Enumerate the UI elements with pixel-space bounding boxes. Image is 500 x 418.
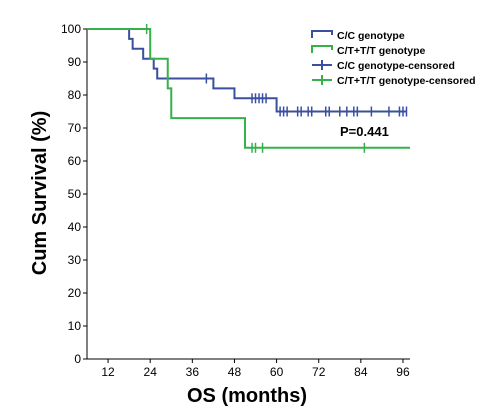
y-tick-label: 60 (68, 154, 82, 168)
survival-curve-ct (87, 28, 410, 149)
x-tick-label: 96 (396, 365, 410, 379)
y-tick-label: 10 (68, 319, 82, 333)
legend-label: C/T+T/T genotype-censored (337, 75, 476, 87)
legend-step-marker (311, 45, 333, 53)
p-value-annotation: P=0.441 (340, 124, 389, 139)
series-layer (87, 24, 410, 153)
x-tick-label: 84 (354, 365, 368, 379)
survival-curve-cc (87, 28, 407, 113)
x-tick-label: 60 (270, 365, 284, 379)
y-tick-label: 100 (61, 22, 81, 36)
y-tick-label: 90 (68, 55, 82, 69)
y-tick-label: 30 (68, 253, 82, 267)
legend-label: C/T+T/T genotype (337, 45, 426, 57)
legend-step-marker (311, 30, 333, 38)
x-tick-label: 36 (186, 365, 200, 379)
x-tick-label: 24 (144, 365, 158, 379)
y-tick-label: 0 (74, 352, 81, 366)
x-tick-label: 12 (101, 365, 115, 379)
y-axis-title: Cum Survival (%) (29, 111, 51, 275)
x-axis-title: OS (months) (187, 385, 307, 407)
y-tick-label: 40 (68, 220, 82, 234)
x-tick-label: 72 (312, 365, 326, 379)
x-tick-label: 48 (228, 365, 242, 379)
y-tick-label: 50 (68, 187, 82, 201)
y-tick-label: 70 (68, 121, 82, 135)
legend: C/C genotype C/T+T/T genotype C/C genotype… (311, 30, 476, 87)
y-tick-label: 20 (68, 286, 82, 300)
legend-label: C/C genotype-censored (337, 60, 455, 72)
legend-label: C/C genotype (337, 30, 405, 42)
y-tick-label: 80 (68, 88, 82, 102)
axes: 0 10 20 30 40 50 60 70 80 90 100 12 24 36 48 60 72 84 96 (61, 22, 410, 379)
